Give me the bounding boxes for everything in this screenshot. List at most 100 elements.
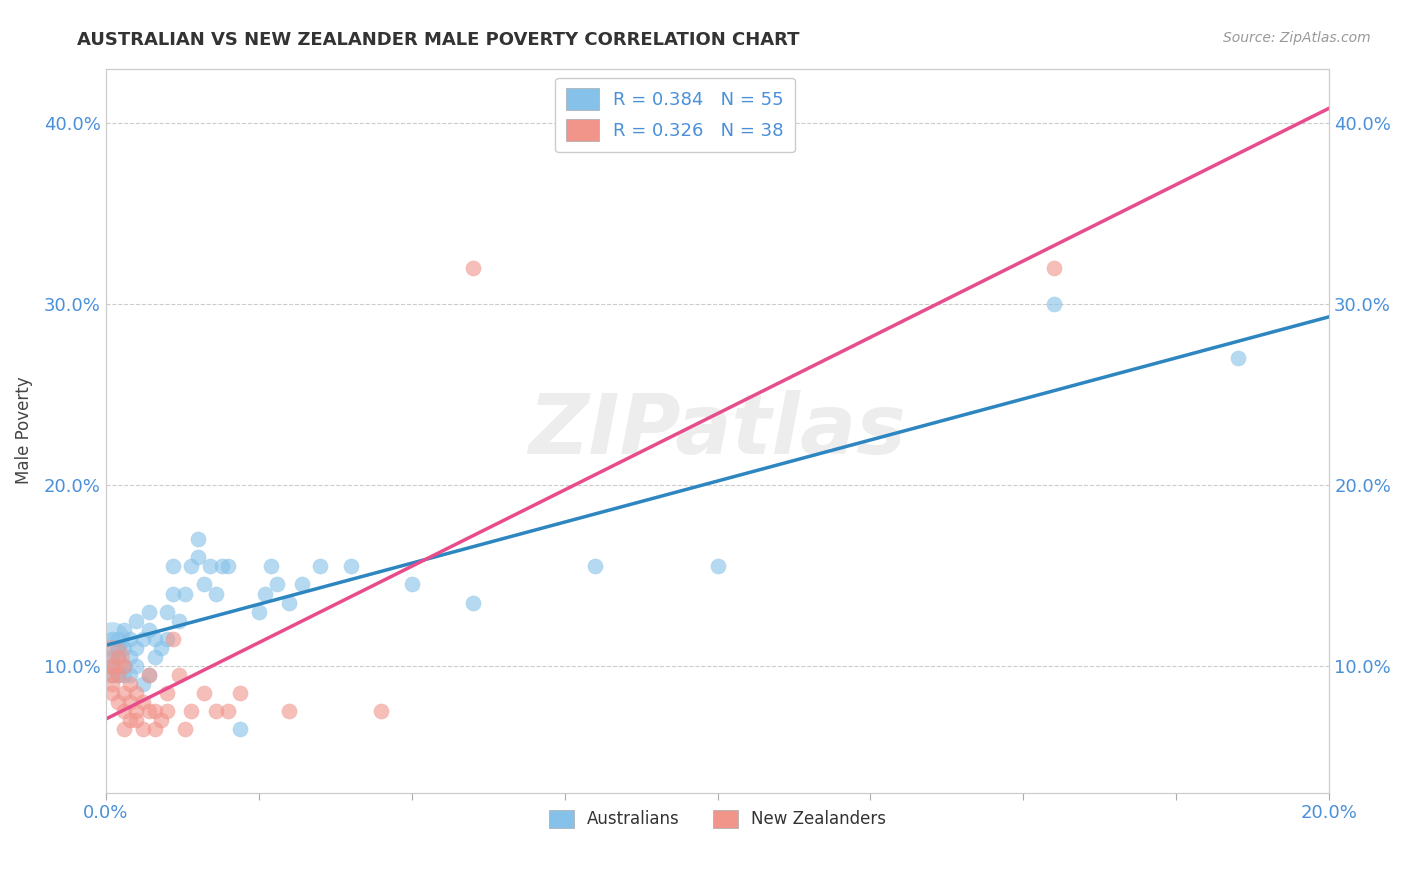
Point (229, 723, 252, 737)
Point (193, 686, 215, 700)
Point (125, 640, 148, 655)
Point (187, 532, 209, 546)
Point (112, 640, 135, 655)
Point (107, 649, 129, 664)
Point (198, 559, 221, 574)
Point (149, 640, 172, 655)
Point (112, 686, 135, 700)
Point (125, 659, 148, 673)
Point (112, 659, 135, 673)
Point (101, 632, 124, 646)
Point (247, 605, 270, 619)
Y-axis label: Male Poverty: Male Poverty (15, 376, 32, 484)
Point (112, 723, 135, 737)
Point (101, 668, 124, 682)
Point (143, 704, 166, 718)
Point (138, 605, 160, 619)
Point (278, 704, 301, 718)
Point (143, 649, 166, 664)
Point (1043, 260, 1066, 275)
Text: Source: ZipAtlas.com: Source: ZipAtlas.com (1223, 31, 1371, 45)
Point (278, 596, 301, 610)
Point (101, 686, 124, 700)
Point (125, 704, 148, 718)
Point (309, 559, 332, 574)
Point (125, 614, 148, 628)
Point (101, 659, 124, 673)
Point (260, 559, 283, 574)
Point (167, 614, 190, 628)
Point (253, 586, 276, 600)
Point (131, 695, 153, 709)
Point (101, 649, 124, 664)
Legend: Australians, New Zealanders: Australians, New Zealanders (543, 803, 893, 835)
Point (101, 659, 124, 673)
Text: AUSTRALIAN VS NEW ZEALANDER MALE POVERTY CORRELATION CHART: AUSTRALIAN VS NEW ZEALANDER MALE POVERTY… (77, 31, 800, 49)
Point (143, 723, 166, 737)
Point (180, 704, 202, 718)
Point (131, 632, 153, 646)
Point (149, 713, 172, 727)
Point (107, 668, 129, 682)
Point (101, 649, 124, 664)
Point (156, 605, 179, 619)
Point (1226, 351, 1249, 366)
Point (120, 649, 142, 664)
Point (101, 677, 124, 691)
Point (125, 686, 148, 700)
Point (187, 550, 209, 565)
Point (706, 559, 728, 574)
Point (1043, 297, 1066, 311)
Point (107, 695, 129, 709)
Point (120, 668, 142, 682)
Point (401, 577, 423, 591)
Text: ZIPatlas: ZIPatlas (529, 390, 907, 471)
Point (583, 559, 606, 574)
Point (101, 668, 124, 682)
Point (125, 713, 148, 727)
Point (107, 668, 129, 682)
Point (339, 559, 361, 574)
Point (162, 559, 184, 574)
Point (156, 632, 179, 646)
Point (461, 596, 484, 610)
Point (112, 704, 135, 718)
Point (143, 632, 166, 646)
Point (162, 586, 184, 600)
Point (120, 713, 142, 727)
Point (229, 686, 252, 700)
Point (138, 704, 160, 718)
Point (205, 586, 228, 600)
Point (167, 668, 190, 682)
Point (120, 695, 142, 709)
Point (291, 577, 314, 591)
Point (120, 632, 142, 646)
Point (138, 668, 160, 682)
Point (370, 704, 392, 718)
Point (174, 723, 197, 737)
Point (217, 559, 239, 574)
Point (461, 260, 484, 275)
Point (112, 668, 135, 682)
Point (211, 559, 233, 574)
Point (217, 704, 239, 718)
Point (162, 632, 184, 646)
Point (120, 677, 142, 691)
Point (156, 704, 179, 718)
Point (107, 649, 129, 664)
Point (107, 632, 129, 646)
Point (205, 704, 228, 718)
Point (156, 686, 179, 700)
Point (174, 586, 197, 600)
Point (180, 559, 202, 574)
Point (112, 659, 135, 673)
Point (266, 577, 288, 591)
Point (138, 668, 160, 682)
Point (138, 623, 160, 637)
Point (131, 677, 153, 691)
Point (193, 577, 215, 591)
Point (107, 640, 129, 655)
Point (112, 623, 135, 637)
Point (101, 632, 124, 646)
Point (131, 723, 153, 737)
